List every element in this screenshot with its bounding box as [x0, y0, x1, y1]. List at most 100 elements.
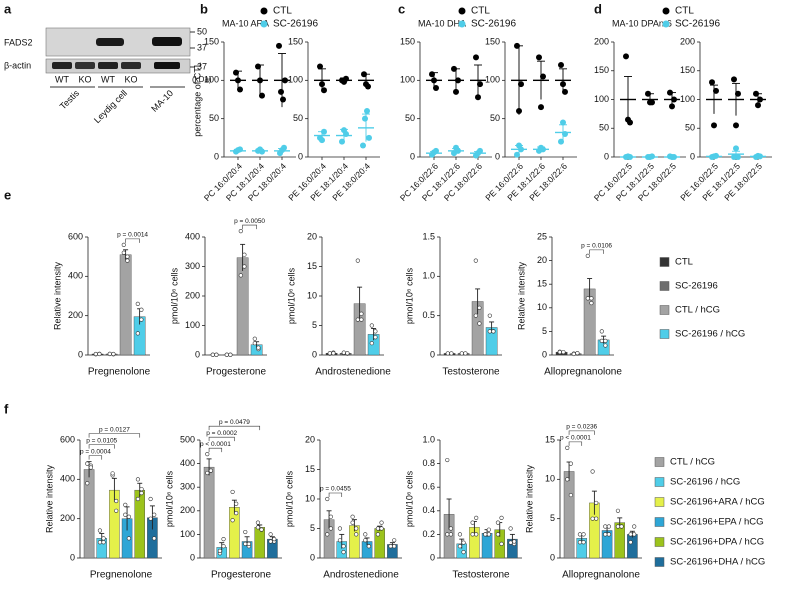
data-point	[325, 532, 330, 537]
lane-label: WT	[55, 74, 69, 84]
data-point	[93, 351, 98, 357]
data-point	[474, 532, 479, 537]
data-point	[365, 83, 371, 90]
data-point	[319, 137, 325, 144]
y-tick-label: 1.0	[422, 434, 435, 444]
significance-bracket	[208, 436, 235, 442]
data-point	[256, 345, 261, 350]
data-point	[135, 496, 141, 502]
legend-label: SC-26196	[471, 19, 516, 30]
data-point	[590, 516, 595, 521]
significance-bracket	[208, 425, 261, 431]
data-point	[495, 532, 501, 537]
y-tick-label: 5	[542, 326, 547, 336]
x-axis-label: Progesterone	[206, 367, 266, 378]
data-point	[369, 323, 374, 328]
data-point	[392, 544, 397, 549]
data-point	[445, 532, 450, 537]
data-point	[125, 254, 130, 259]
data-point	[711, 122, 717, 129]
data-point	[280, 96, 286, 103]
data-point	[540, 73, 546, 80]
bar	[374, 528, 385, 559]
data-point	[238, 273, 243, 278]
data-point	[221, 544, 226, 549]
y-tick-label: 5	[312, 320, 317, 330]
data-point	[350, 514, 355, 519]
data-point	[214, 352, 219, 357]
data-point	[518, 81, 524, 88]
data-point	[237, 86, 243, 93]
data-point	[388, 544, 393, 549]
y-axis-label: Relative intensity	[516, 261, 526, 330]
y-tick-label: 50	[293, 113, 303, 123]
data-point	[499, 541, 504, 546]
x-axis-label: Testosterone	[442, 367, 500, 378]
legend-marker	[260, 20, 268, 28]
data-point	[363, 538, 368, 543]
panel-label: d	[594, 1, 602, 16]
y-axis-label: percentage of CTL	[192, 62, 202, 137]
data-point	[123, 502, 128, 508]
data-point	[243, 541, 248, 546]
data-point	[433, 85, 439, 91]
data-point	[337, 538, 343, 543]
y-tick-label: 50	[405, 113, 415, 123]
y-tick-label: 50	[685, 123, 695, 133]
data-point	[735, 154, 741, 160]
legend-label: CTL / hCG	[675, 305, 720, 316]
data-point	[259, 527, 264, 532]
data-point	[603, 524, 608, 529]
x-axis-label: Testosterone	[452, 570, 510, 581]
data-point	[259, 148, 265, 155]
data-point	[733, 122, 739, 129]
legend-marker	[659, 281, 670, 291]
legend-marker	[458, 7, 466, 15]
y-tick-label: 0	[430, 349, 435, 359]
significance-bracket	[88, 444, 115, 449]
band	[98, 62, 118, 69]
data-point	[392, 538, 397, 543]
data-point	[359, 317, 364, 322]
data-point	[473, 313, 478, 318]
data-point	[581, 532, 586, 537]
legend-label: CTL	[471, 6, 490, 17]
data-point	[461, 549, 466, 555]
data-point	[606, 524, 611, 529]
data-point	[463, 351, 468, 356]
data-point	[242, 252, 247, 257]
panel-label: a	[4, 1, 12, 16]
data-point	[512, 539, 517, 544]
y-tick-label: 100	[180, 529, 195, 539]
data-point	[477, 147, 483, 154]
mw-label: 37	[197, 42, 207, 52]
data-point	[473, 54, 479, 61]
bar	[614, 522, 626, 559]
y-tick-label: 10	[537, 302, 547, 312]
y-tick-label: 150	[288, 36, 303, 46]
data-point	[649, 99, 655, 106]
data-point	[615, 524, 621, 529]
band-label: β-actin	[4, 60, 31, 70]
data-point	[125, 258, 130, 263]
y-tick-label: 0	[195, 349, 200, 359]
data-point	[433, 147, 439, 154]
y-tick-label: 200	[594, 36, 609, 46]
data-point	[477, 321, 482, 326]
legend-marker	[654, 537, 665, 547]
y-tick-label: 0	[430, 552, 435, 562]
data-point	[477, 305, 482, 310]
y-tick-label: 50	[599, 123, 609, 133]
legend-label: CTL / hCG	[670, 457, 715, 468]
y-tick-label: 100	[594, 94, 609, 104]
y-tick-label: 150	[594, 65, 609, 75]
y-tick-label: 300	[185, 261, 200, 271]
y-axis-label: pmol/10⁶ cells	[164, 470, 174, 527]
y-tick-label: 5	[550, 513, 555, 523]
data-point	[495, 520, 501, 525]
legend-label: SC-26196+DHA / hCG	[670, 557, 765, 568]
data-point	[475, 94, 481, 101]
legend-label: SC-26196	[675, 281, 718, 292]
data-point	[474, 515, 479, 520]
data-point	[331, 351, 336, 356]
